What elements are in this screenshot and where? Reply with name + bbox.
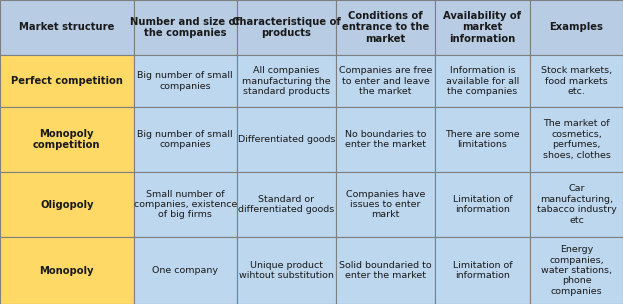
Text: Availability of
market
information: Availability of market information bbox=[444, 11, 521, 44]
Bar bbox=[336, 172, 435, 237]
Bar bbox=[336, 55, 435, 107]
Bar bbox=[237, 237, 336, 304]
Text: Examples: Examples bbox=[549, 22, 604, 33]
Bar bbox=[435, 237, 530, 304]
Bar bbox=[530, 55, 623, 107]
Bar bbox=[237, 172, 336, 237]
Bar bbox=[0, 237, 133, 304]
Text: Companies have
issues to enter
markt: Companies have issues to enter markt bbox=[346, 190, 426, 219]
Text: Companies are free
to enter and leave
the market: Companies are free to enter and leave th… bbox=[339, 66, 432, 96]
Text: The market of
cosmetics,
perfumes,
shoes, clothes: The market of cosmetics, perfumes, shoes… bbox=[543, 119, 611, 160]
Bar bbox=[0, 55, 133, 107]
Text: Monopoly: Monopoly bbox=[39, 265, 94, 275]
Bar bbox=[0, 172, 133, 237]
Bar bbox=[530, 172, 623, 237]
Bar bbox=[0, 107, 133, 172]
Bar bbox=[435, 107, 530, 172]
Text: Energy
companies,
water stations,
phone
companies: Energy companies, water stations, phone … bbox=[541, 245, 612, 296]
Bar bbox=[133, 55, 237, 107]
Bar bbox=[435, 55, 530, 107]
Bar bbox=[530, 107, 623, 172]
Text: Conditions of
entrance to the
market: Conditions of entrance to the market bbox=[342, 11, 429, 44]
Bar bbox=[237, 0, 336, 55]
Text: Information is
available for all
the companies: Information is available for all the com… bbox=[446, 66, 519, 96]
Bar bbox=[336, 107, 435, 172]
Text: There are some
limitations: There are some limitations bbox=[445, 130, 520, 149]
Text: Monopoly
competition: Monopoly competition bbox=[33, 129, 100, 150]
Text: No boundaries to
enter the market: No boundaries to enter the market bbox=[345, 130, 426, 149]
Text: Solid boundaried to
enter the market: Solid boundaried to enter the market bbox=[340, 261, 432, 280]
Text: Limitation of
information: Limitation of information bbox=[453, 195, 512, 214]
Bar bbox=[237, 55, 336, 107]
Text: Perfect competition: Perfect competition bbox=[11, 76, 123, 86]
Bar bbox=[435, 172, 530, 237]
Text: Differentiated goods: Differentiated goods bbox=[238, 135, 335, 144]
Bar bbox=[133, 172, 237, 237]
Text: Small number of
companies, existence
of big firms: Small number of companies, existence of … bbox=[133, 190, 237, 219]
Bar bbox=[133, 237, 237, 304]
Text: Standard or
differentiated goods: Standard or differentiated goods bbox=[239, 195, 335, 214]
Text: Limitation of
information: Limitation of information bbox=[453, 261, 512, 280]
Text: Unique product
wihtout substitution: Unique product wihtout substitution bbox=[239, 261, 334, 280]
Text: Big number of small
companies: Big number of small companies bbox=[138, 71, 233, 91]
Bar bbox=[336, 237, 435, 304]
Bar bbox=[530, 237, 623, 304]
Bar bbox=[0, 0, 133, 55]
Bar bbox=[435, 0, 530, 55]
Bar bbox=[336, 0, 435, 55]
Text: Oligopoly: Oligopoly bbox=[40, 199, 93, 209]
Text: All companies
manufacturing the
standard products: All companies manufacturing the standard… bbox=[242, 66, 331, 96]
Text: Stock markets,
food markets
etc.: Stock markets, food markets etc. bbox=[541, 66, 612, 96]
Text: Characteristique of
products: Characteristique of products bbox=[232, 17, 341, 38]
Text: One company: One company bbox=[152, 266, 218, 275]
Bar bbox=[133, 107, 237, 172]
Text: Number and size of
the companies: Number and size of the companies bbox=[130, 17, 240, 38]
Text: Car
manufacturing,
tabacco industry
etc: Car manufacturing, tabacco industry etc bbox=[536, 185, 616, 225]
Bar bbox=[133, 0, 237, 55]
Text: Big number of small
companies: Big number of small companies bbox=[138, 130, 233, 149]
Bar bbox=[237, 107, 336, 172]
Text: Market structure: Market structure bbox=[19, 22, 115, 33]
Bar bbox=[530, 0, 623, 55]
